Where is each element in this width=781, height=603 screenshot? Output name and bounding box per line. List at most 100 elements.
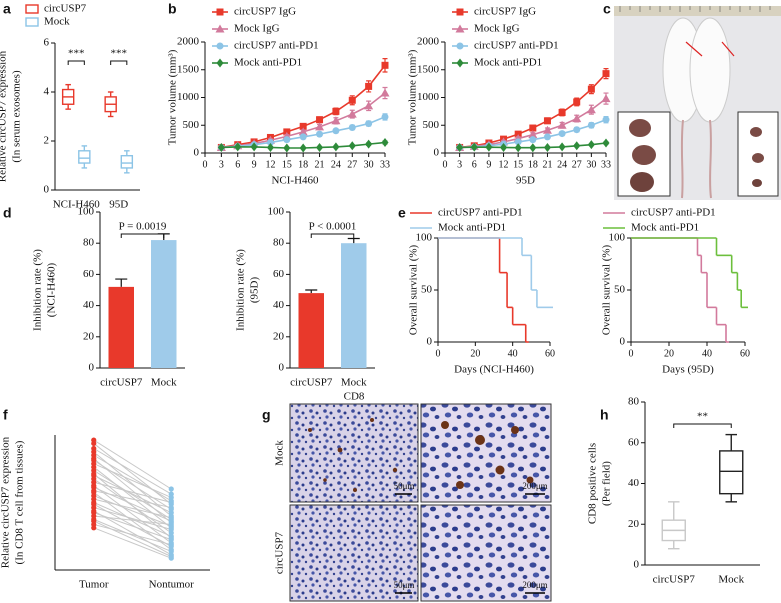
y-tick-label: 100: [268, 206, 285, 218]
y-axis-label: CD8 positive cells: [587, 443, 599, 524]
x-tick-label: 30: [364, 159, 374, 170]
x-tick-label: 20: [470, 348, 480, 359]
marker: [485, 142, 493, 152]
panel-letter: e: [398, 205, 406, 221]
marker: [316, 116, 324, 124]
pair-line: [93, 481, 172, 503]
point: [168, 486, 174, 492]
annotation: P < 0.0001: [309, 221, 357, 233]
legend-marker: [216, 42, 224, 50]
y-tick-label: 2000: [417, 36, 440, 48]
x-tick-label: 0: [629, 348, 634, 359]
bar: [298, 293, 324, 368]
marker: [602, 138, 610, 148]
marker: [234, 142, 242, 152]
y-tick-label: 20: [628, 518, 640, 530]
panel-letter: f: [3, 407, 8, 423]
y-tick-label: 50: [421, 284, 433, 296]
marker: [587, 140, 595, 150]
legend-marker: [455, 24, 465, 33]
marker: [500, 142, 508, 152]
bracket: [310, 233, 355, 238]
annotation: ***: [68, 48, 85, 60]
x-axis-label: Days (NCI-H460): [454, 364, 534, 376]
pair-line: [93, 485, 172, 544]
marker: [364, 101, 374, 110]
x-tick-label: 21: [542, 159, 552, 170]
marker: [456, 142, 464, 152]
pair-line: [93, 466, 172, 529]
x-tick-label: 0: [443, 159, 448, 170]
legend-marker: [216, 58, 224, 68]
marker: [543, 142, 551, 152]
y-axis-label: (Per field): [601, 461, 613, 506]
marker: [316, 130, 324, 138]
scale-label: 200μm: [522, 580, 547, 590]
row-label: circUSP7: [274, 531, 286, 574]
marker: [331, 116, 341, 125]
pair-line: [93, 443, 172, 505]
marker: [529, 136, 537, 144]
marker: [470, 142, 478, 152]
marker: [380, 88, 390, 97]
pair-line: [93, 478, 172, 534]
marker: [514, 143, 522, 153]
x-tick-label: 24: [557, 159, 567, 170]
row-label: Mock: [274, 440, 286, 466]
marker: [348, 96, 356, 104]
pair-line: [93, 510, 172, 556]
x-tick-label: 0: [436, 348, 441, 359]
marker: [332, 142, 340, 152]
scale-label: 50μm: [394, 481, 415, 491]
legend-label: circUSP7 anti-PD1: [438, 207, 523, 219]
marker: [572, 114, 582, 123]
bracket: [67, 60, 85, 65]
panel-letter: h: [600, 407, 609, 423]
marker: [573, 126, 581, 134]
point: [168, 526, 174, 533]
pair-line: [93, 515, 172, 525]
point: [168, 510, 174, 516]
bracket: [673, 423, 732, 428]
x-tick-label: Mock: [151, 377, 177, 389]
x-tick-label: 15: [282, 159, 292, 170]
x-tick-label: 27: [347, 159, 357, 170]
marker: [514, 138, 522, 146]
marker: [587, 121, 595, 129]
x-tick-label: 95D: [109, 199, 128, 211]
pair-line: [93, 520, 172, 557]
micrographs: [289, 403, 552, 602]
y-axis-label: Inhibition rate (%): [235, 249, 247, 331]
mouse-photo: [614, 6, 781, 200]
box: [78, 150, 91, 164]
marker: [602, 70, 610, 78]
y-tick-label: 0: [279, 362, 285, 374]
legend-label: circUSP7 anti-PD1: [474, 40, 559, 52]
point: [168, 537, 174, 543]
panel-letter: g: [262, 407, 271, 423]
pair-line: [93, 490, 172, 509]
point: [168, 499, 174, 506]
scale-label: 200μm: [522, 481, 547, 491]
x-tick-label: 18: [298, 159, 308, 170]
marker: [381, 113, 389, 121]
marker: [573, 98, 581, 106]
pair-line: [93, 470, 172, 520]
x-tick-label: 33: [380, 159, 390, 170]
legend-label: Mock: [44, 16, 70, 28]
marker: [602, 116, 610, 124]
pair-line: [93, 518, 172, 552]
legend-label: Mock IgG: [234, 23, 280, 35]
marker: [347, 109, 357, 118]
x-tick-label: 12: [499, 159, 509, 170]
pair-line: [93, 439, 172, 490]
y-axis-label: Tumor volume (mm³): [167, 49, 179, 145]
y-tick-label: 100: [78, 206, 95, 218]
marker: [315, 122, 325, 131]
bar: [108, 286, 134, 368]
point: [91, 440, 97, 447]
marker: [299, 122, 307, 130]
y-tick-label: 60: [273, 268, 285, 280]
x-tick-label: 9: [486, 159, 491, 170]
